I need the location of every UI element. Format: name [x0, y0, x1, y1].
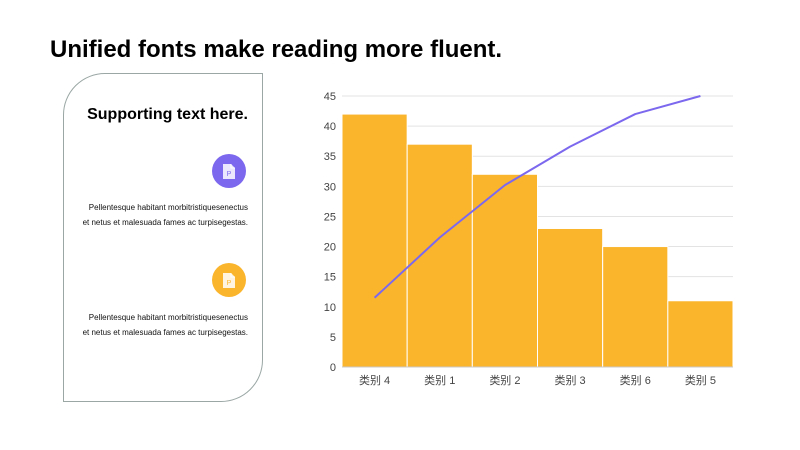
- document-icon: P: [212, 263, 246, 297]
- y-tick-label: 30: [324, 181, 336, 193]
- bar: [471, 173, 539, 368]
- x-tick-label: 类别 1: [424, 373, 455, 387]
- cumulative-line: [373, 95, 701, 299]
- chart-cumulative-line: [373, 95, 701, 299]
- x-tick-label: 类别 6: [620, 373, 651, 387]
- svg-text:P: P: [227, 171, 232, 178]
- card-title: Supporting text here.: [87, 106, 248, 123]
- item-1-line-1: Pellentesque habitant morbitristiquesene…: [88, 203, 248, 212]
- bar: [667, 300, 734, 368]
- bar: [341, 113, 408, 368]
- bar: [602, 246, 669, 368]
- y-tick-label: 20: [324, 242, 336, 254]
- item-2-line-1: Pellentesque habitant morbitristiquesene…: [88, 313, 248, 322]
- item-2-text: Pellentesque habitant morbitristiquesene…: [72, 310, 248, 340]
- y-tick-label: 5: [330, 332, 336, 344]
- x-tick-label: 类别 5: [685, 373, 716, 387]
- y-tick-label: 0: [330, 362, 336, 374]
- item-1-line-2: et netus et malesuada fames ac turpisege…: [82, 218, 248, 227]
- y-tick-label: 10: [324, 302, 336, 314]
- x-tick-label: 类别 3: [554, 373, 585, 387]
- y-tick-label: 35: [324, 151, 336, 163]
- svg-text:P: P: [227, 280, 232, 287]
- item-2-line-2: et netus et malesuada fames ac turpisege…: [82, 328, 248, 337]
- y-tick-label: 25: [324, 211, 336, 223]
- chart-bars: [341, 113, 734, 368]
- x-tick-label: 类别 2: [489, 373, 520, 387]
- document-icon: P: [212, 154, 246, 188]
- bar: [406, 143, 473, 368]
- chart-axes: 0 5 10 15 20 25 30 35 40 45 类别 4 类别 1 类别 2 类别 3 类别 6 类别…: [324, 91, 733, 387]
- y-tick-label: 40: [324, 121, 336, 133]
- supporting-card: Supporting text here. P Pellentesque hab…: [63, 73, 263, 402]
- y-tick-label: 45: [324, 91, 336, 103]
- x-tick-label: 类别 4: [359, 373, 390, 387]
- y-tick-label: 15: [324, 272, 336, 284]
- item-1-text: Pellentesque habitant morbitristiquesene…: [72, 200, 248, 230]
- bar: [537, 227, 604, 368]
- slide-title: Unified fonts make reading more fluent.: [50, 36, 503, 63]
